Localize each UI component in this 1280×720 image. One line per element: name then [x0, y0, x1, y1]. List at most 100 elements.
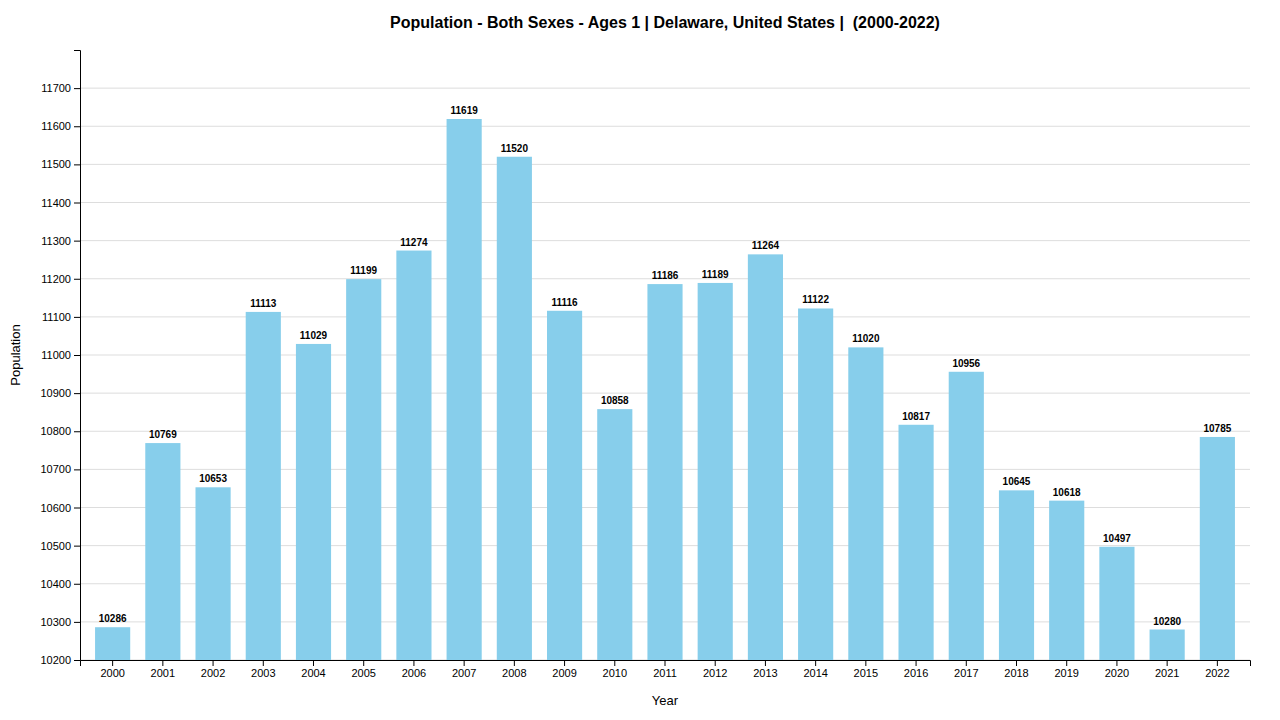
- tick-mark: [74, 88, 80, 89]
- data-label: 10645: [1003, 476, 1031, 487]
- tick: 2006: [402, 660, 426, 679]
- tick-label: 10800: [40, 425, 71, 437]
- tick: 2013: [753, 660, 777, 679]
- data-label: 10618: [1053, 487, 1081, 498]
- tick-mark: [464, 660, 465, 666]
- tick: 2005: [351, 660, 375, 679]
- tick-mark: [1016, 660, 1017, 666]
- data-label: 11186: [652, 270, 679, 281]
- tick: 11000: [41, 349, 80, 361]
- bar: [1150, 630, 1185, 661]
- tick-label: 10400: [40, 578, 71, 590]
- bar: [999, 490, 1034, 660]
- data-label: 10497: [1103, 533, 1131, 544]
- tick-mark: [74, 584, 80, 585]
- bar: [145, 443, 180, 660]
- bar: [296, 344, 331, 660]
- data-label: 11029: [300, 330, 328, 341]
- bar: [195, 487, 230, 660]
- tick-label: 2008: [502, 667, 526, 679]
- tick: 10900: [40, 387, 80, 399]
- tick-label: 10500: [40, 540, 71, 552]
- grid-line: [80, 240, 1250, 241]
- tick-label: 2021: [1155, 667, 1179, 679]
- data-label: 10769: [149, 429, 177, 440]
- data-label: 11199: [350, 265, 377, 276]
- tick-mark: [74, 660, 80, 661]
- tick-mark: [966, 660, 967, 666]
- bar: [1049, 501, 1084, 660]
- tick-mark: [74, 622, 80, 623]
- tick-label: 2017: [954, 667, 978, 679]
- bar: [748, 254, 783, 660]
- tick: 2016: [904, 660, 928, 679]
- tick-label: 11000: [41, 349, 71, 361]
- tick-mark: [112, 660, 113, 666]
- tick-label: 2010: [603, 667, 627, 679]
- tick-mark: [74, 317, 80, 318]
- tick: 2018: [1004, 660, 1028, 679]
- data-label: 10785: [1203, 423, 1231, 434]
- tick-mark: [263, 660, 264, 666]
- data-label: 10817: [902, 411, 930, 422]
- tick-mark: [363, 660, 364, 666]
- tick-mark: [74, 241, 80, 242]
- y-axis: 10200 10300 10400 10500 10600 10700 10800 10900…: [40, 51, 80, 667]
- tick-mark: [74, 279, 80, 280]
- tick-label: 2002: [201, 667, 225, 679]
- tick: 2002: [201, 660, 225, 679]
- tick-label: 11500: [41, 158, 71, 170]
- tick-label: 2007: [452, 667, 476, 679]
- tick: 2020: [1105, 660, 1129, 679]
- tick: 10600: [40, 502, 80, 514]
- tick-label: 11400: [41, 197, 71, 209]
- axis-line: [81, 661, 1251, 667]
- tick-label: 2020: [1105, 667, 1129, 679]
- tick-mark: [213, 660, 214, 666]
- tick-mark: [815, 660, 816, 666]
- tick: 2000: [100, 660, 124, 679]
- bars: [95, 119, 1235, 660]
- bar: [1099, 547, 1134, 660]
- tick-label: 10200: [40, 654, 71, 666]
- tick-label: 11300: [41, 235, 71, 247]
- tick-label: 2015: [854, 667, 878, 679]
- bar: [798, 308, 833, 660]
- tick-mark: [74, 508, 80, 509]
- tick: 10300: [40, 616, 80, 628]
- tick: 10500: [40, 540, 80, 552]
- data-label: 10653: [199, 473, 227, 484]
- tick-mark: [74, 203, 80, 204]
- tick-mark: [665, 660, 666, 666]
- tick: 2010: [603, 660, 627, 679]
- data-label: 11189: [702, 269, 729, 280]
- tick-label: 2001: [151, 667, 175, 679]
- tick: 10700: [40, 463, 80, 475]
- tick-mark: [916, 660, 917, 666]
- x-axis-title: Year: [652, 693, 679, 708]
- tick-mark: [413, 660, 414, 666]
- tick-label: 2013: [753, 667, 777, 679]
- tick-label: 2006: [402, 667, 426, 679]
- tick-label: 2014: [803, 667, 827, 679]
- tick: 10400: [40, 578, 80, 590]
- tick-mark: [1217, 660, 1218, 666]
- tick-label: 2022: [1205, 667, 1229, 679]
- tick-mark: [614, 660, 615, 666]
- tick: 2003: [251, 660, 275, 679]
- tick-label: 10300: [40, 616, 71, 628]
- bar: [597, 409, 632, 660]
- tick-label: 2018: [1004, 667, 1028, 679]
- tick-mark: [74, 393, 80, 394]
- tick-label: 10700: [40, 463, 71, 475]
- tick-label: 2009: [552, 667, 576, 679]
- bar: [547, 311, 582, 660]
- bar: [346, 279, 381, 660]
- tick-mark: [74, 126, 80, 127]
- y-axis-title: Population: [8, 324, 23, 385]
- bar: [246, 312, 281, 660]
- tick: 2012: [703, 660, 727, 679]
- tick-mark: [514, 660, 515, 666]
- tick-mark: [765, 660, 766, 666]
- data-label: 11520: [501, 143, 529, 154]
